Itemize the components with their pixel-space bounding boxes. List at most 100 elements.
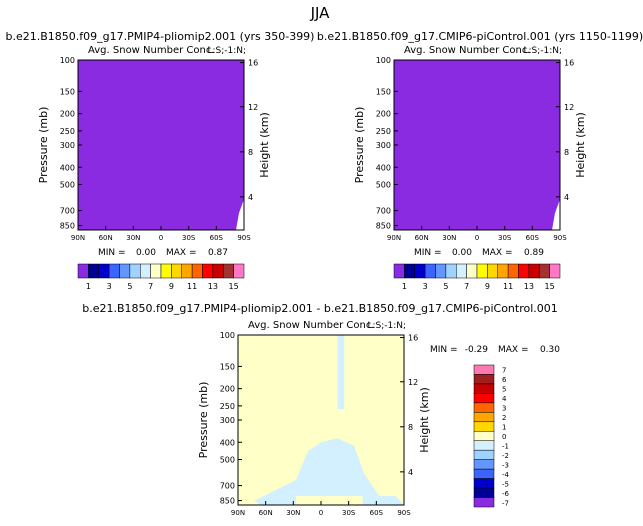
surface-band bbox=[296, 495, 363, 505]
y-tick-label: 400 bbox=[60, 163, 75, 172]
colorbar-label: -6 bbox=[502, 490, 510, 498]
colorbar-label: 3 bbox=[502, 405, 506, 413]
stat-max: 0.89 bbox=[524, 248, 544, 258]
colorbar-swatch bbox=[466, 263, 478, 279]
missing-data-region bbox=[552, 199, 560, 230]
y-tick-label: 300 bbox=[220, 416, 235, 425]
y-right-tick-label: 8 bbox=[408, 423, 413, 432]
colorbar-label: 5 bbox=[502, 386, 506, 394]
colorbar-label: 7 bbox=[148, 282, 153, 291]
colorbar-swatch bbox=[539, 263, 550, 279]
panel-title: b.e21.B1850.f09_g17.PMIP4-pliomip2.001 (… bbox=[6, 30, 315, 43]
colorbar-label: 5 bbox=[443, 282, 448, 291]
x-tick-label: 90S bbox=[553, 234, 567, 242]
colorbar-swatch bbox=[473, 497, 495, 508]
x-tick-label: 60N bbox=[415, 234, 429, 242]
y-tick-label: 500 bbox=[220, 456, 235, 465]
colorbar-label: 11 bbox=[187, 282, 197, 291]
colorbar-swatch bbox=[160, 263, 172, 279]
stat-max-label: MAX = bbox=[498, 345, 529, 355]
stat-min-label: MIN = bbox=[98, 248, 126, 258]
y-tick-label: 850 bbox=[60, 222, 75, 231]
colorbar-swatch bbox=[98, 263, 110, 279]
stat-min-label: MIN = bbox=[430, 345, 458, 355]
y-right-tick-label: 16 bbox=[408, 334, 418, 343]
colorbar-label: 1 bbox=[86, 282, 91, 291]
x-tick-label: 30N bbox=[442, 234, 456, 242]
colorbar-label: 9 bbox=[485, 282, 490, 291]
y-axis-label: Pressure (mb) bbox=[37, 107, 50, 184]
x-tick-label: 0 bbox=[159, 234, 163, 242]
colorbar-swatch bbox=[476, 263, 488, 279]
x-tick-label: 90N bbox=[387, 234, 401, 242]
field-fill bbox=[394, 60, 560, 230]
y-tick-label: 200 bbox=[60, 110, 75, 119]
x-tick-label: 30S bbox=[342, 509, 356, 517]
y-tick-label: 500 bbox=[60, 181, 75, 190]
y-right-tick-label: 4 bbox=[248, 193, 253, 202]
stat-min-label: MIN = bbox=[414, 248, 442, 258]
y-right-tick-label: 16 bbox=[564, 59, 574, 68]
colorbar-swatch bbox=[473, 478, 495, 489]
x-tick-label: 30N bbox=[286, 509, 300, 517]
y-tick-label: 400 bbox=[376, 163, 391, 172]
colorbar-swatch bbox=[88, 263, 99, 279]
x-tick-label: 60S bbox=[370, 509, 384, 517]
colorbar-label: 4 bbox=[502, 395, 507, 403]
negative-anomaly-region bbox=[238, 438, 404, 505]
y-tick-label: 700 bbox=[220, 482, 235, 491]
colorbar-label: 7 bbox=[502, 367, 506, 375]
colorbar-swatch bbox=[473, 402, 495, 413]
surface-corner bbox=[238, 495, 262, 505]
colorbar-label: 3 bbox=[107, 282, 112, 291]
colorbar-label: 13 bbox=[208, 282, 218, 291]
y-axis-label: Pressure (mb) bbox=[353, 107, 366, 184]
colorbar-swatch bbox=[171, 263, 182, 279]
colorbar-swatch bbox=[473, 449, 495, 460]
y-tick-label: 150 bbox=[376, 87, 391, 96]
mask-label: L:S;-1:N; bbox=[523, 46, 562, 56]
colorbar-label: -3 bbox=[502, 461, 509, 469]
missing-data-region bbox=[236, 199, 244, 230]
x-tick-label: 90N bbox=[71, 234, 85, 242]
colorbar-label: 15 bbox=[545, 282, 555, 291]
colorbar-swatch bbox=[473, 421, 495, 432]
y-tick-label: 200 bbox=[376, 110, 391, 119]
colorbar-swatch bbox=[212, 263, 224, 279]
stat-min: 0.00 bbox=[136, 248, 156, 258]
y-tick-label: 200 bbox=[220, 385, 235, 394]
y-tick-label: 150 bbox=[60, 87, 75, 96]
stat-max: 0.87 bbox=[208, 248, 228, 258]
colorbar-label: 3 bbox=[423, 282, 428, 291]
colorbar-swatch bbox=[549, 263, 561, 279]
x-tick-label: 60S bbox=[526, 234, 540, 242]
colorbar-swatch bbox=[108, 263, 120, 279]
colorbar-swatch bbox=[528, 263, 540, 279]
x-tick-label: 30N bbox=[126, 234, 140, 242]
colorbar-swatch bbox=[223, 263, 234, 279]
colorbar-swatch bbox=[507, 263, 519, 279]
colorbar-label: 1 bbox=[402, 282, 407, 291]
x-tick-label: 90S bbox=[397, 509, 411, 517]
panel-3: b.e21.B1850.f09_g17.PMIP4-pliomip2.001 -… bbox=[82, 302, 560, 517]
colorbar-swatch bbox=[518, 263, 530, 279]
stat-max-label: MAX = bbox=[482, 248, 513, 258]
colorbar-swatch bbox=[473, 440, 495, 451]
y-tick-label: 150 bbox=[220, 362, 235, 371]
colorbar-swatch bbox=[119, 263, 131, 279]
colorbar-swatch bbox=[456, 263, 467, 279]
colorbar-swatch bbox=[191, 263, 203, 279]
colorbar-swatch bbox=[404, 263, 415, 279]
y-axis-label-right: Height (km) bbox=[574, 112, 587, 178]
y-tick-label: 500 bbox=[376, 181, 391, 190]
colorbar-swatch bbox=[202, 263, 214, 279]
panel-2: b.e21.B1850.f09_g17.CMIP6-piControl.001 … bbox=[317, 30, 643, 291]
x-tick-label: 90N bbox=[231, 509, 245, 517]
negative-anomaly-stripe bbox=[337, 335, 345, 409]
colorbar-swatch bbox=[445, 263, 457, 279]
y-tick-label: 100 bbox=[376, 56, 391, 65]
panel-subtitle: Avg. Snow Number Conc. bbox=[248, 320, 375, 331]
colorbar-label: 9 bbox=[169, 282, 174, 291]
y-right-tick-label: 8 bbox=[564, 148, 569, 157]
